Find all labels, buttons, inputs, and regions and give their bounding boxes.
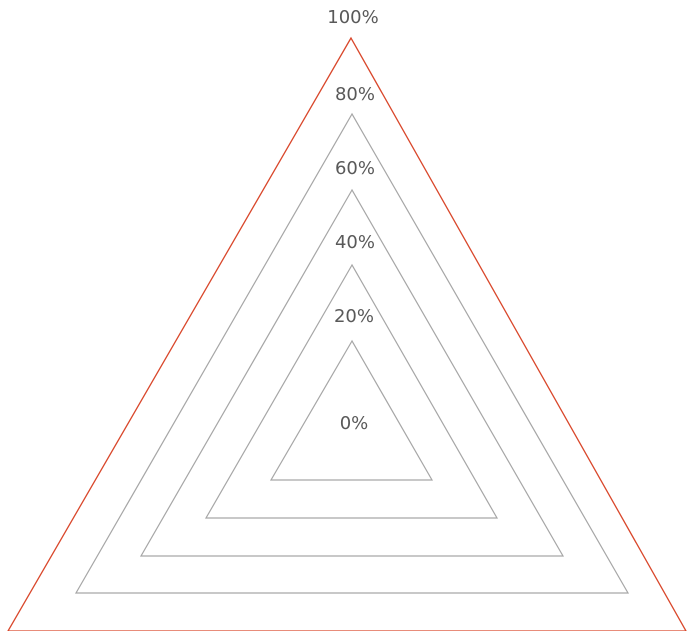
ring-80	[74, 112, 630, 594]
level-label-0: 0%	[340, 413, 369, 434]
ring-40	[204, 263, 499, 519]
level-label-20: 20%	[334, 306, 374, 327]
ring-100-outer	[7, 36, 687, 631]
ring-20	[269, 339, 434, 481]
level-label-60: 60%	[335, 158, 375, 179]
level-label-40: 40%	[335, 232, 375, 253]
ring-60	[139, 188, 565, 557]
level-label-100: 100%	[327, 7, 378, 28]
level-label-80: 80%	[335, 84, 375, 105]
